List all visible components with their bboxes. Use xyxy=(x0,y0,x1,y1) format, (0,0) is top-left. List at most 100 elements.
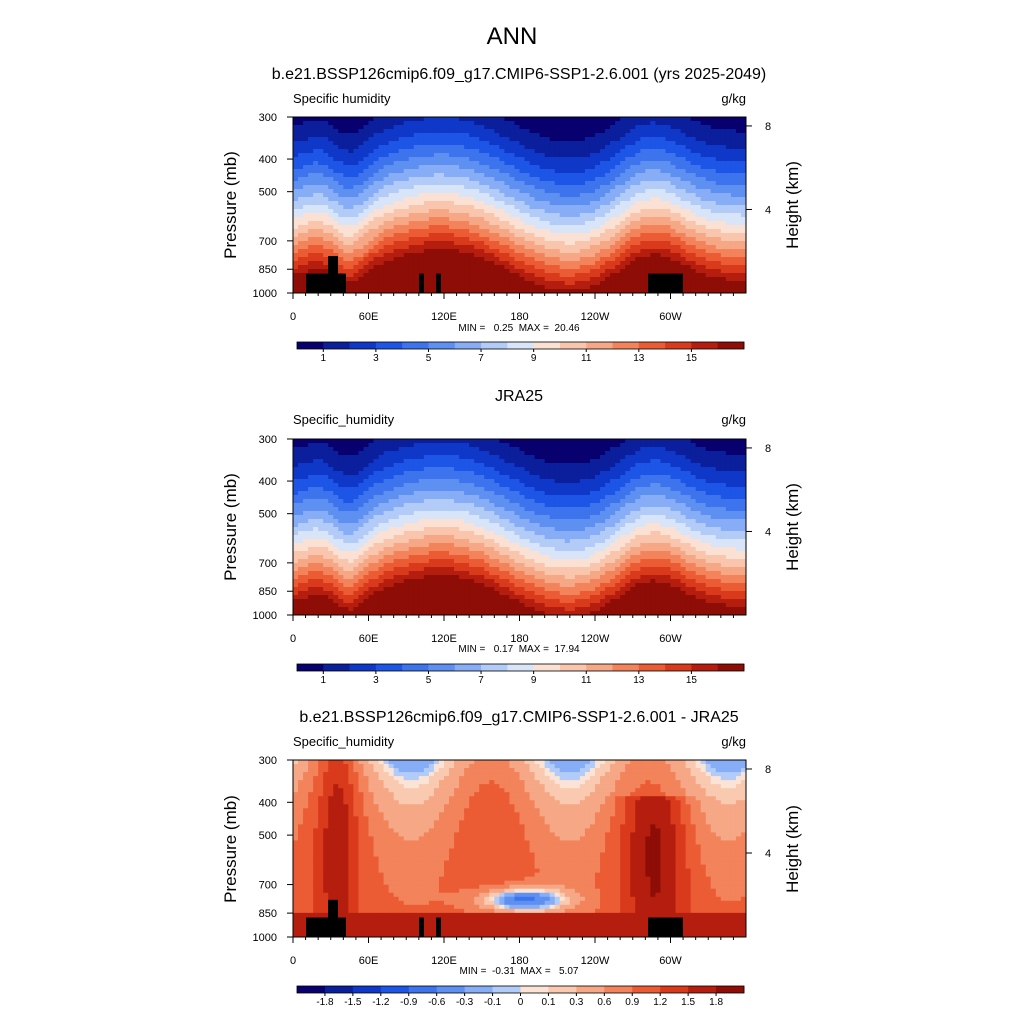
field-cell xyxy=(338,133,344,138)
field-cell xyxy=(293,145,299,150)
field-cell xyxy=(353,277,359,282)
field-cell xyxy=(625,229,631,234)
field-cell xyxy=(469,177,475,182)
field-cell xyxy=(534,117,541,122)
field-cell xyxy=(418,169,425,174)
field-cell xyxy=(298,221,304,226)
field-cell xyxy=(363,217,369,222)
field-cell xyxy=(293,467,299,472)
field-cell xyxy=(625,129,631,134)
field-cell xyxy=(675,193,682,198)
field-cell xyxy=(655,213,661,218)
field-cell xyxy=(720,133,727,138)
field-cell xyxy=(519,261,526,266)
field-cell xyxy=(318,603,324,608)
field-cell xyxy=(363,483,369,488)
field-cell xyxy=(293,245,299,250)
field-cell xyxy=(373,193,380,198)
field-cell xyxy=(705,193,712,198)
field-cell xyxy=(474,221,480,226)
field-cell xyxy=(710,253,717,258)
field-cell xyxy=(600,249,606,254)
field-cell xyxy=(695,125,702,130)
field-cell xyxy=(534,217,541,222)
field-cell xyxy=(554,173,561,178)
field-cell xyxy=(615,149,621,154)
field-cell xyxy=(725,269,732,274)
field-cell xyxy=(388,511,395,516)
field-cell xyxy=(428,181,435,186)
field-cell xyxy=(740,285,747,290)
field-cell xyxy=(358,519,364,524)
field-cell xyxy=(630,261,636,266)
field-cell xyxy=(584,221,591,226)
field-cell xyxy=(303,217,309,222)
field-cell xyxy=(358,273,364,278)
field-cell xyxy=(700,125,707,130)
field-cell xyxy=(454,249,460,254)
field-cell xyxy=(670,221,677,226)
field-cell xyxy=(564,165,571,170)
field-cell xyxy=(710,185,717,190)
field-cell xyxy=(338,535,344,540)
field-cell xyxy=(318,217,324,222)
field-cell xyxy=(620,245,626,250)
field-cell xyxy=(363,535,369,540)
field-cell xyxy=(635,145,641,150)
field-cell xyxy=(559,149,566,154)
field-cell xyxy=(338,451,344,456)
field-cell xyxy=(358,289,364,294)
field-cell xyxy=(393,491,400,496)
field-cell xyxy=(725,249,732,254)
field-cell xyxy=(730,161,737,166)
field-cell xyxy=(549,261,556,266)
field-cell xyxy=(373,555,380,560)
field-cell xyxy=(408,121,415,126)
field-cell xyxy=(695,245,702,250)
field-cell xyxy=(735,289,742,294)
field-cell xyxy=(388,483,395,488)
field-cell xyxy=(730,233,737,238)
field-cell xyxy=(499,149,505,154)
field-cell xyxy=(358,173,364,178)
field-cell xyxy=(333,447,339,452)
field-cell xyxy=(388,205,395,210)
field-cell xyxy=(524,137,531,142)
field-cell xyxy=(715,257,722,262)
field-cell xyxy=(564,245,571,250)
field-cell xyxy=(484,245,490,250)
field-cell xyxy=(444,233,450,238)
field-cell xyxy=(499,173,505,178)
field-cell xyxy=(484,173,490,178)
field-cell xyxy=(333,603,339,608)
field-cell xyxy=(579,189,586,194)
field-cell xyxy=(499,117,505,122)
field-cell xyxy=(519,225,526,230)
field-cell xyxy=(589,153,596,158)
field-cell xyxy=(539,157,546,162)
field-cell xyxy=(645,157,651,162)
field-cell xyxy=(740,225,747,230)
field-cell xyxy=(514,221,520,226)
field-cell xyxy=(308,487,314,492)
field-cell xyxy=(539,277,546,282)
field-cell xyxy=(393,511,400,516)
field-cell xyxy=(554,185,561,190)
field-cell xyxy=(308,133,314,138)
field-cell xyxy=(625,117,631,122)
field-cell xyxy=(564,145,571,150)
field-cell xyxy=(348,523,354,528)
field-cell xyxy=(544,129,551,134)
field-cell xyxy=(313,177,319,182)
field-cell xyxy=(529,117,536,122)
field-cell xyxy=(474,189,480,194)
field-cell xyxy=(459,253,465,258)
field-cell xyxy=(625,285,631,290)
field-cell xyxy=(479,285,485,290)
field-cell xyxy=(484,229,490,234)
field-cell xyxy=(519,137,526,142)
y-right-tick-label: 4 xyxy=(765,204,771,216)
field-cell xyxy=(519,289,526,294)
field-cell xyxy=(695,149,702,154)
field-cell xyxy=(514,257,520,262)
